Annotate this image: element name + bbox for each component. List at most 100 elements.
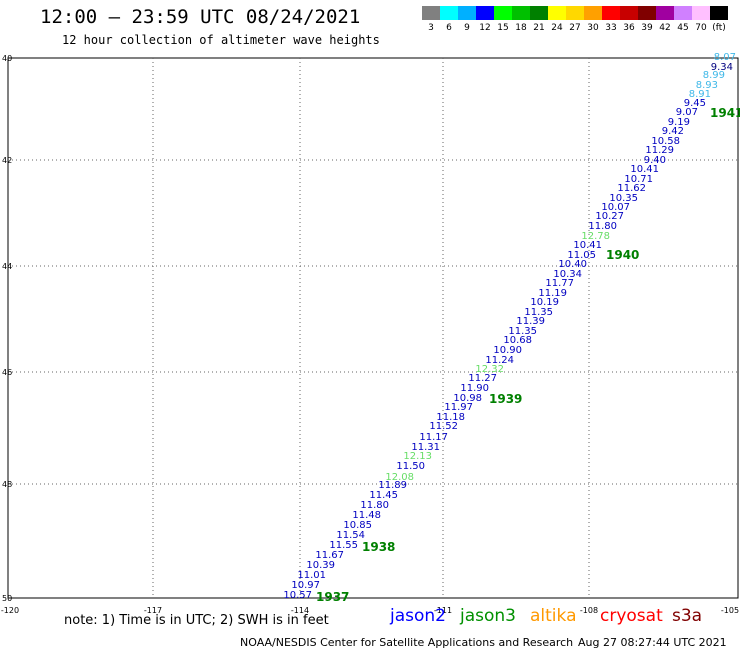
lat-label: 40 (2, 54, 12, 63)
legend-altika: altika (530, 606, 577, 626)
wave-height-label: 10.27 (595, 211, 624, 222)
scale-label: 27 (569, 23, 581, 33)
time-marker: 1939 (489, 392, 522, 406)
wave-height-label: 10.90 (493, 345, 522, 356)
wave-height-label: 10.19 (530, 297, 559, 308)
legend-jason3: jason3 (460, 606, 516, 626)
scale-label: (ft) (712, 23, 726, 33)
scale-label: 24 (551, 23, 563, 33)
time-marker: 1938 (362, 540, 395, 554)
wave-height-label: 11.48 (352, 510, 381, 521)
wave-height-label: 11.27 (468, 373, 497, 384)
scale-swatch (710, 6, 728, 20)
scale-label: 70 (695, 23, 707, 33)
wave-height-label: 11.29 (645, 145, 674, 156)
wave-height-label: 9.07 (676, 107, 698, 118)
legend-jason2: jason2 (390, 606, 446, 626)
wave-height-labels: 8.079.348.998.938.919.459.079.199.4210.5… (283, 52, 736, 601)
wave-height-label: 10.85 (343, 520, 372, 531)
scale-swatch (656, 6, 674, 20)
scale-swatch (620, 6, 638, 20)
wave-height-label: 11.31 (411, 442, 440, 453)
lat-label: 42 (2, 156, 12, 165)
lon-label: -108 (580, 606, 598, 615)
scale-label: 45 (677, 23, 689, 33)
scale-label: 3 (428, 23, 434, 33)
scale-label: 9 (464, 23, 470, 33)
scale-label: 36 (623, 23, 635, 33)
wave-height-label: 10.35 (609, 193, 638, 204)
scale-swatch (638, 6, 656, 20)
wave-height-label: 8.07 (714, 52, 736, 63)
wave-height-label: 10.07 (601, 202, 630, 213)
scale-swatch (530, 6, 548, 20)
time-markers: 1941 1940 1939 1938 1937 (316, 106, 740, 604)
scale-swatch (548, 6, 566, 20)
wave-height-label: 8.93 (696, 80, 718, 91)
scale-swatch (674, 6, 692, 20)
scale-swatch (494, 6, 512, 20)
lat-label: 44 (2, 262, 12, 271)
wave-height-label: 11.50 (396, 461, 425, 472)
wave-height-label: 10.98 (453, 393, 482, 404)
wave-height-label: 11.67 (315, 550, 344, 561)
wave-height-label: 8.91 (689, 89, 711, 100)
wave-height-label: 11.24 (485, 355, 514, 366)
lon-label: -114 (291, 606, 309, 615)
legend-s3a: s3a (672, 606, 703, 626)
scale-swatch (440, 6, 458, 20)
scale-label: 39 (641, 23, 653, 33)
lat-label: 50 (2, 594, 12, 603)
wave-height-label: 11.18 (436, 412, 465, 423)
scale-label: 30 (587, 23, 599, 33)
scale-swatch (458, 6, 476, 20)
wave-height-label: 11.17 (419, 432, 448, 443)
lon-label: -120 (1, 606, 19, 615)
wave-height-label: 9.42 (662, 126, 684, 137)
wave-height-label: 10.71 (624, 174, 653, 185)
satellite-legend: jason2 jason3 altika cryosat s3a (0, 606, 740, 632)
scale-label: 42 (659, 23, 671, 33)
timestamp: Aug 27 08:27:44 UTC 2021 (578, 636, 727, 649)
map-title: 12:00 – 23:59 UTC 08/24/2021 (40, 6, 361, 28)
legend-cryosat: cryosat (600, 606, 663, 626)
wave-height-label: 11.39 (516, 316, 545, 327)
wave-height-label: 11.54 (336, 530, 365, 541)
credit-text: NOAA/NESDIS Center for Satellite Applica… (240, 636, 574, 649)
scale-swatch (566, 6, 584, 20)
wave-height-label: 10.57 (283, 590, 312, 601)
wave-height-label: 12.13 (403, 451, 432, 462)
scale-label: 15 (497, 23, 509, 33)
time-marker: 1937 (316, 590, 349, 604)
scale-swatch (512, 6, 530, 20)
scale-swatch (584, 6, 602, 20)
lon-label: -111 (434, 606, 452, 615)
lon-label: -117 (144, 606, 162, 615)
wave-height-label: 11.97 (444, 402, 473, 413)
wave-height-label: 11.45 (369, 490, 398, 501)
wave-height-label: 11.77 (545, 278, 574, 289)
wave-height-label: 10.58 (651, 136, 680, 147)
wave-height-label: 11.01 (297, 570, 326, 581)
wave-height-label: 11.05 (567, 250, 596, 261)
time-marker: 1941 (710, 106, 740, 120)
wave-height-label: 10.40 (558, 259, 587, 270)
wave-height-label: 10.68 (503, 335, 532, 346)
wave-height-label: 11.55 (329, 540, 358, 551)
time-marker: 1940 (606, 248, 639, 262)
scale-label: 18 (515, 23, 527, 33)
wave-height-label: 10.41 (630, 164, 659, 175)
axis-labels: 40 42 44 46 48 50 -120 -117 -114 -111 -108 -105 (1, 54, 739, 615)
wave-height-label: 11.80 (588, 221, 617, 232)
wave-height-label: 8.99 (703, 70, 725, 81)
scale-swatch (692, 6, 710, 20)
wave-height-label: 10.97 (291, 580, 320, 591)
scale-swatch (422, 6, 440, 20)
wave-height-label: 9.40 (644, 155, 666, 166)
scale-label: 6 (446, 23, 452, 33)
wave-height-label: 11.35 (508, 326, 537, 337)
scale-swatch (476, 6, 494, 20)
wave-height-label: 9.34 (711, 62, 733, 73)
wave-height-label: 11.89 (378, 480, 407, 491)
